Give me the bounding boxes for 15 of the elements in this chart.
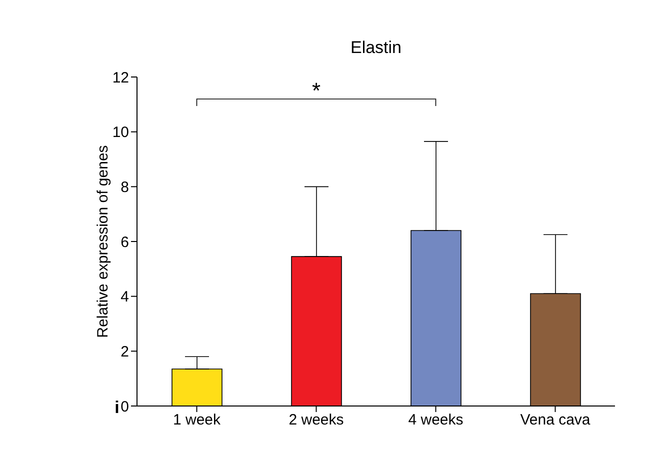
text: i — [114, 398, 120, 417]
x-tick-label: 4 weeks — [408, 412, 464, 429]
x-tick-label: 2 weeks — [288, 412, 344, 429]
y-tick-label: 4 — [120, 288, 129, 306]
annotation: * — [312, 78, 321, 103]
y-tick-label: 6 — [120, 234, 129, 251]
y-tick-label: 0 — [120, 398, 129, 416]
y-tick-label: 10 — [112, 124, 129, 142]
x-tick-label: Vena cava — [520, 412, 591, 429]
chart-title: Elastin — [350, 38, 402, 57]
y-axis-title: Relative expression of genes — [94, 145, 112, 338]
y-tick-label: 8 — [120, 178, 129, 196]
y-tick-label: 12 — [112, 69, 129, 86]
y-tick-label: 2 — [120, 343, 129, 360]
x-tick-label: 1 week — [172, 412, 222, 429]
